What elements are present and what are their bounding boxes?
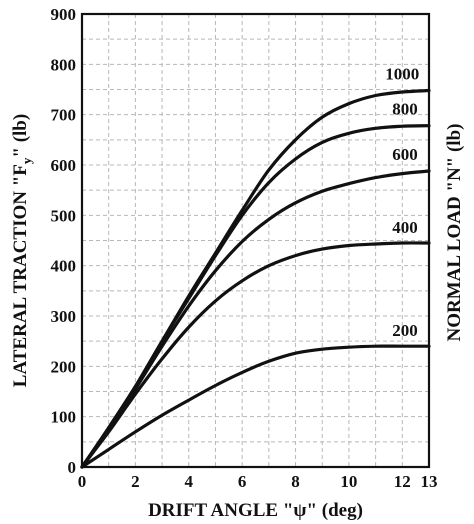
secondary-axis-title: NORMAL LOAD "N" (lb) xyxy=(444,124,465,342)
x-tick-label: 10 xyxy=(340,472,357,491)
series-line-400 xyxy=(80,241,431,469)
y-tick-label: 200 xyxy=(51,357,77,376)
x-axis-title: DRIFT ANGLE "ψ" (deg) xyxy=(148,500,363,521)
curves xyxy=(80,88,431,469)
y-tick-label: 0 xyxy=(68,458,77,477)
plot-frame xyxy=(80,12,431,469)
x-tick-label: 8 xyxy=(291,472,300,491)
y-tick-label: 600 xyxy=(51,156,77,175)
y-axis-title-subscript: y xyxy=(19,157,34,164)
y-tick-label: 900 xyxy=(51,5,77,24)
series-label-600: 600 xyxy=(392,145,418,164)
x-tick-label: 0 xyxy=(78,472,87,491)
series-label-800: 800 xyxy=(392,100,418,119)
x-tick-label: 6 xyxy=(238,472,247,491)
x-tick-label: 4 xyxy=(185,472,194,491)
y-axis-title: LATERAL TRACTION "Fy" (lb) xyxy=(10,114,34,387)
series-labels: 1000 800 600 400 200 xyxy=(385,64,419,340)
grid xyxy=(82,14,429,467)
x-tick-label: 2 xyxy=(131,472,140,491)
series-label-200: 200 xyxy=(392,321,418,340)
series-line-1000 xyxy=(80,88,431,469)
x-tick-label: 12 xyxy=(394,472,411,491)
y-tick-label: 400 xyxy=(51,257,77,276)
y-axis-title-tail: " (lb) xyxy=(10,114,31,158)
y-tick-labels: 0 100 200 300 400 500 600 700 800 900 xyxy=(51,5,77,477)
y-axis-title-main: LATERAL TRACTION "F xyxy=(10,164,31,387)
y-tick-label: 800 xyxy=(51,55,77,74)
y-tick-label: 100 xyxy=(51,408,77,427)
series-label-400: 400 xyxy=(392,218,418,237)
x-tick-label: 13 xyxy=(421,472,438,491)
series-line-600 xyxy=(80,169,431,469)
series-label-1000: 1000 xyxy=(385,64,419,83)
series-line-200 xyxy=(80,344,431,469)
y-tick-label: 500 xyxy=(51,206,77,225)
y-tick-label: 300 xyxy=(51,307,77,326)
x-tick-labels: 0 2 4 6 8 10 12 13 xyxy=(78,472,438,491)
y-tick-label: 700 xyxy=(51,106,77,125)
